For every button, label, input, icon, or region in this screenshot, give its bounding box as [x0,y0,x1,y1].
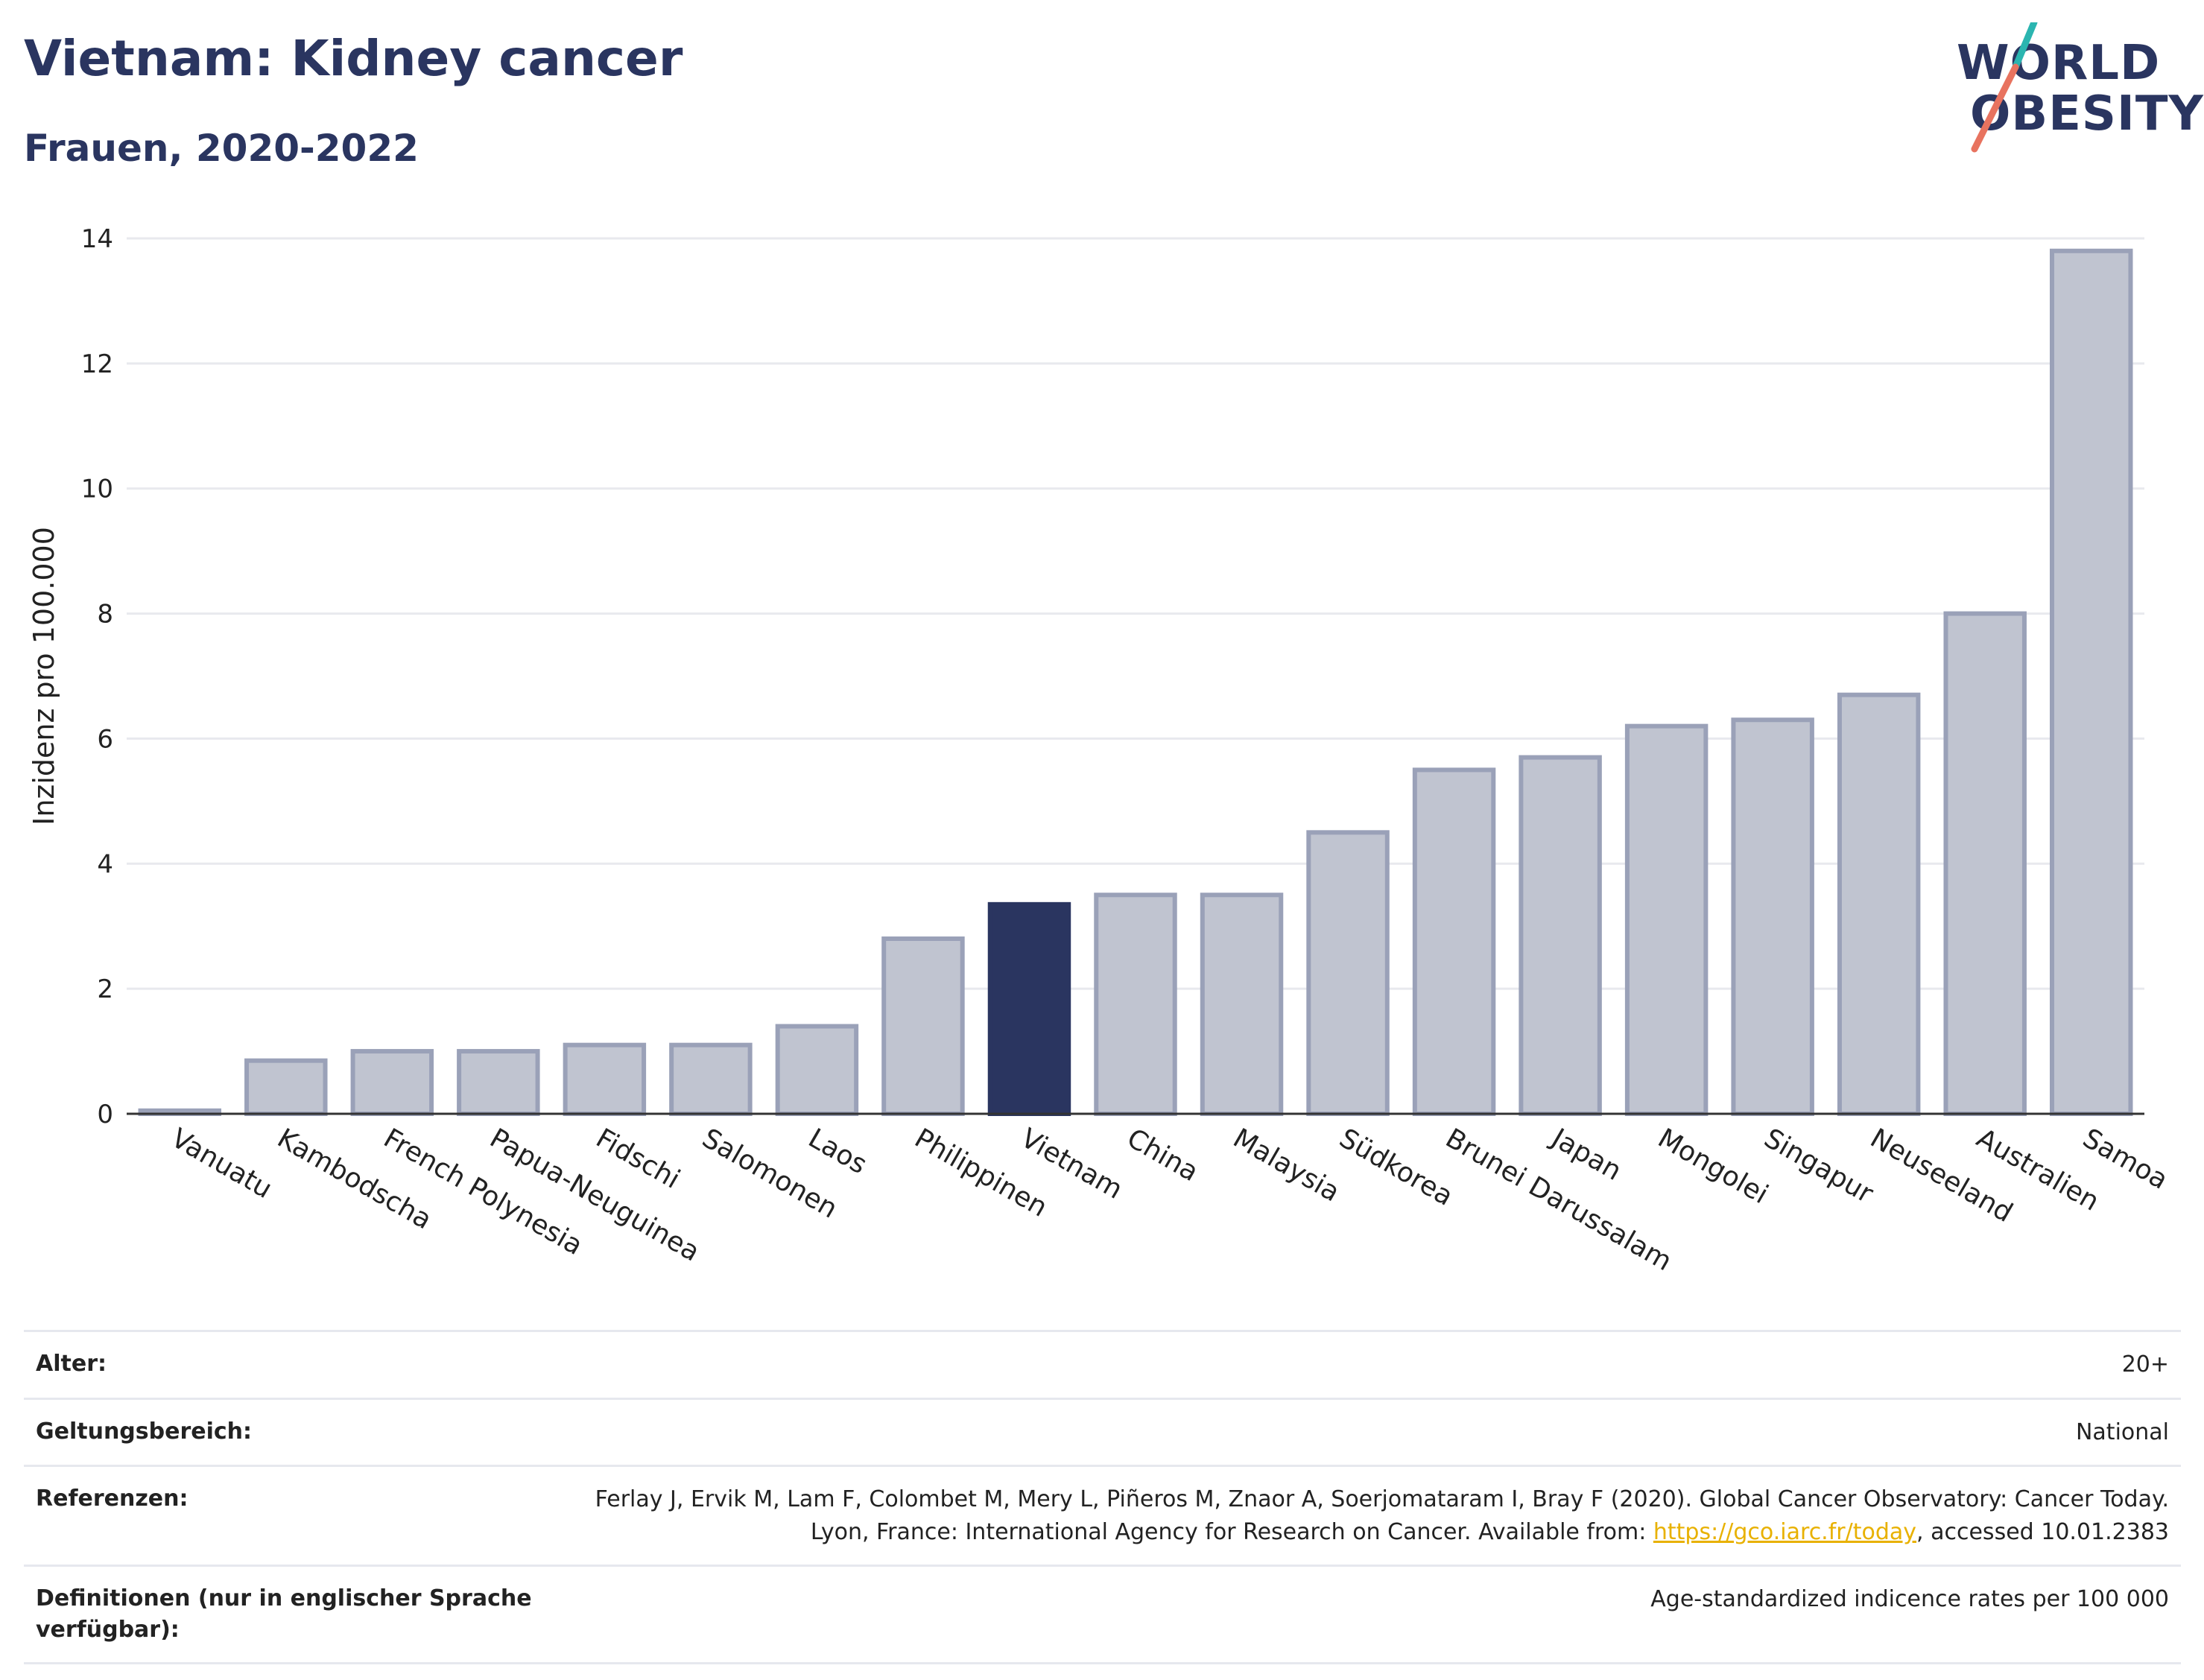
meta-key-age: Alter: [36,1351,107,1377]
world-obesity-logo: WORLD OBESITY [1945,22,2203,156]
logo-slash-icon [1971,22,2038,153]
page-subtitle: Frauen, 2020-2022 [24,127,419,170]
x-tick-label: Malaysia [1228,1123,1345,1208]
meta-row-age: Alter: 20+ [24,1330,2181,1398]
meta-key-scope: Geltungsbereich: [36,1418,253,1445]
reference-link[interactable]: https://gco.iarc.fr/today [1653,1518,1917,1545]
bar [457,1049,540,1116]
bar [1731,717,1814,1116]
logo-word-obesity: OBESITY [1970,86,2204,142]
y-tick-label: 6 [97,724,113,754]
bar [1306,830,1390,1116]
x-tick-label: Mongolei [1653,1123,1773,1210]
bar [1200,893,1284,1116]
x-tick-label: French Polynesia [379,1123,588,1261]
x-tick-label: China [1122,1123,1204,1188]
bar [1094,893,1177,1116]
x-tick-label: Südkorea [1334,1123,1458,1212]
meta-row-definitions: Definitionen (nur in englischer Sprache … [24,1565,2181,1664]
bar [1624,723,1709,1116]
x-tick-label: Singapur [1759,1123,1878,1209]
y-tick-label: 14 [81,224,113,254]
meta-value-age: 20+ [2121,1351,2169,1378]
meta-value-definitions: Age-standardized indicence rates per 100… [1650,1586,2169,1612]
bar [350,1049,434,1116]
bar [881,936,965,1116]
page-title: Vietnam: Kidney cancer [24,30,683,87]
bar [244,1058,328,1117]
y-tick-label: 4 [97,849,113,879]
y-tick-label: 0 [97,1100,113,1129]
y-axis-title: Inzidenz pro 100.000 [28,527,60,825]
bar [563,1042,647,1117]
y-tick-label: 8 [97,600,113,630]
bar [1943,611,2027,1116]
y-tick-label: 10 [81,475,113,504]
bar [1519,755,1602,1116]
bar [987,901,1071,1116]
meta-value-references: Ferlay J, Ervik M, Lam F, Colombet M, Me… [567,1483,2169,1548]
bar [1412,767,1496,1117]
meta-row-scope: Geltungsbereich: National [24,1397,2181,1465]
meta-value-scope: National [2075,1419,2169,1445]
x-tick-label: Laos [803,1123,872,1180]
y-tick-label: 2 [97,974,113,1004]
y-tick-label: 12 [81,349,113,379]
reference-text: Ferlay J, Ervik M, Lam F, Colombet M, Me… [595,1486,2169,1545]
x-tick-label: Vanuatu [166,1123,277,1205]
x-tick-label: Japan [1545,1122,1627,1187]
meta-row-references: Referenzen: Ferlay J, Ervik M, Lam F, Co… [24,1465,2181,1565]
bar [1837,692,1921,1116]
reference-accessed: , accessed 10.01.2383 [1916,1518,2169,1545]
bar [669,1042,753,1117]
bar [2050,248,2133,1116]
meta-key-definitions: Definitionen (nur in englischer Sprache … [36,1585,532,1643]
logo-word-world: WORLD [1957,36,2161,91]
metadata-table: Alter: 20+ Geltungsbereich: National Ref… [24,1330,2181,1664]
meta-key-references: Referenzen: [36,1486,189,1512]
bar [775,1024,859,1116]
